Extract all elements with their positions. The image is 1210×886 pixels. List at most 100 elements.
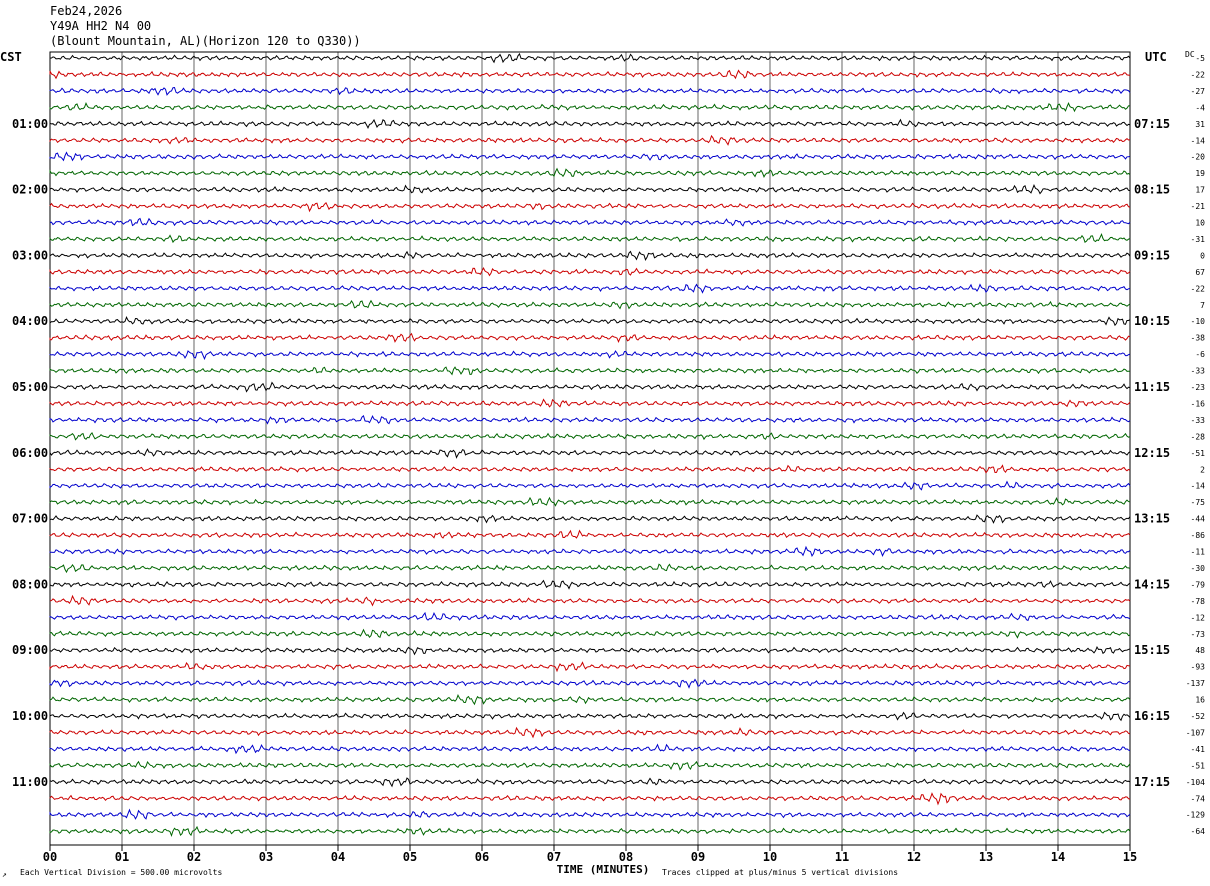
dc-offset-label: -10 (1191, 317, 1206, 326)
trace-line (49, 134, 1131, 146)
cst-hour-label: 09:00 (12, 643, 48, 657)
dc-offset-label: -107 (1186, 728, 1205, 737)
dc-offset-label: -30 (1191, 564, 1206, 573)
utc-hour-label: 12:15 (1134, 446, 1170, 460)
dc-offset-label: -4 (1195, 103, 1205, 112)
trace-line (49, 611, 1131, 622)
dc-offset-label: 48 (1195, 646, 1205, 655)
minute-tick-label: 00 (43, 850, 57, 864)
dc-offset-label: -33 (1191, 367, 1206, 376)
utc-hour-label: 17:15 (1134, 775, 1170, 789)
minute-tick-label: 04 (331, 850, 345, 864)
clip-footnote: Traces clipped at plus/minus 5 vertical … (662, 868, 898, 877)
trace-line (49, 232, 1131, 244)
utc-hour-label: 13:15 (1134, 512, 1170, 526)
trace-line (49, 69, 1131, 80)
trace-line (49, 743, 1131, 755)
dc-offset-label: -51 (1191, 449, 1206, 458)
trace-line (49, 760, 1131, 771)
dc-offset-label: -33 (1191, 416, 1206, 425)
cst-hour-label: 10:00 (12, 709, 48, 723)
cst-hour-label: 04:00 (12, 314, 48, 328)
dc-offset-label: -21 (1191, 202, 1206, 211)
trace-line (49, 366, 1130, 376)
dc-offset-label: -38 (1191, 334, 1206, 343)
minute-tick-label: 03 (259, 850, 273, 864)
header-date: Feb24,2026 (50, 4, 122, 18)
dc-offset-label: 7 (1200, 301, 1205, 310)
dc-offset-label: -12 (1191, 613, 1206, 622)
dc-offset-label: -93 (1191, 663, 1206, 672)
trace-line (49, 184, 1131, 195)
trace-line (49, 267, 1131, 277)
trace-line (49, 693, 1131, 706)
trace-line (49, 711, 1131, 722)
trace-line (49, 825, 1131, 837)
cst-hour-label: 06:00 (12, 446, 48, 460)
dc-offset-label: -5 (1195, 54, 1205, 63)
minute-tick-label: 07 (547, 850, 561, 864)
minute-tick-label: 05 (403, 850, 417, 864)
dc-offset-label: 31 (1195, 120, 1205, 129)
utc-hour-label: 14:15 (1134, 577, 1170, 591)
trace-line (49, 496, 1131, 507)
minute-tick-label: 06 (475, 850, 489, 864)
trace-line (49, 332, 1131, 343)
dc-offset-label: -16 (1191, 399, 1206, 408)
utc-hour-label: 11:15 (1134, 380, 1170, 394)
dc-offset-label: -75 (1191, 498, 1206, 507)
dc-offset-label: 67 (1195, 268, 1205, 277)
trace-line (49, 646, 1131, 656)
dc-header-label: DC (1185, 50, 1195, 59)
trace-line (49, 432, 1131, 441)
dc-offset-label: -31 (1191, 235, 1206, 244)
minute-tick-label: 11 (835, 850, 849, 864)
trace-line (49, 628, 1131, 639)
minute-tick-label: 10 (763, 850, 777, 864)
trace-line (49, 464, 1131, 474)
header-location: (Blount Mountain, AL)(Horizon 120 to Q33… (50, 34, 361, 48)
dc-offset-label: -52 (1191, 712, 1206, 721)
minute-tick-label: 09 (691, 850, 705, 864)
dc-offset-label: 19 (1195, 169, 1205, 178)
trace-line (49, 514, 1131, 524)
utc-hour-label: 10:15 (1134, 314, 1170, 328)
utc-hour-label: 09:15 (1134, 248, 1170, 262)
cst-hour-label: 03:00 (12, 248, 48, 262)
trace-line (49, 350, 1131, 361)
dc-offset-label: -41 (1191, 745, 1206, 754)
dc-offset-label: -79 (1191, 580, 1206, 589)
dc-offset-label: -6 (1195, 350, 1205, 359)
trace-lines (49, 52, 1131, 837)
scale-footnote: Each Vertical Division = 500.00 microvol… (20, 868, 222, 877)
minute-tick-label: 13 (979, 850, 993, 864)
trace-line (49, 86, 1131, 96)
trace-line (49, 299, 1131, 310)
trace-line (49, 102, 1131, 113)
trace-line (49, 398, 1131, 408)
trace-line (49, 217, 1131, 227)
cst-hour-label: 05:00 (12, 380, 48, 394)
header-channel: Y49A HH2 N4 00 (50, 19, 151, 33)
trace-line (49, 726, 1131, 739)
dc-offset-label: -64 (1191, 827, 1206, 836)
dc-offset-label: -104 (1186, 778, 1205, 787)
dc-offset-label: 0 (1200, 251, 1205, 260)
trace-line (49, 661, 1131, 673)
cst-hour-label: 01:00 (12, 117, 48, 131)
minute-tick-label: 15 (1123, 850, 1137, 864)
dc-offset-label: -74 (1191, 794, 1206, 803)
dc-offset-label: -20 (1191, 153, 1206, 162)
dc-offset-label: -51 (1191, 761, 1206, 770)
minute-tick-label: 08 (619, 850, 633, 864)
trace-line (49, 118, 1131, 129)
minute-tick-label: 14 (1051, 850, 1065, 864)
corner-mark: ↗ (2, 870, 7, 879)
dc-offset-label: -78 (1191, 597, 1206, 606)
minute-tick-label: 12 (907, 850, 921, 864)
cst-hour-label: 08:00 (12, 577, 48, 591)
trace-line (49, 563, 1131, 574)
utc-hour-label: 08:15 (1134, 183, 1170, 197)
